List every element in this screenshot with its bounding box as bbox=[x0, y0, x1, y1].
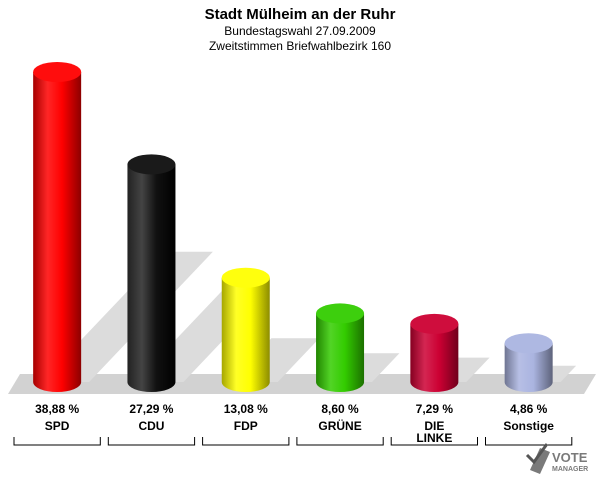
category-label: DIE bbox=[424, 419, 444, 433]
category-label: Sonstige bbox=[503, 419, 554, 433]
vote-manager-logo: VOTE MANAGER bbox=[525, 443, 588, 474]
category-label: SPD bbox=[45, 419, 70, 433]
category-label: GRÜNE bbox=[318, 418, 361, 433]
bar-sonstige bbox=[504, 333, 553, 392]
chart-subtitle-line-1: Bundestagswahl 27.09.2009 bbox=[224, 24, 376, 38]
chart-subtitle-line-2: Zweitstimmen Briefwahlbezirk 160 bbox=[209, 39, 391, 53]
category-label: CDU bbox=[138, 419, 164, 433]
chart-title: Stadt Mülheim an der Ruhr bbox=[205, 6, 396, 23]
bar-grüne bbox=[316, 303, 365, 392]
bar-die-linke bbox=[410, 313, 459, 392]
category-bracket bbox=[485, 437, 573, 446]
value-label: 38,88 % bbox=[35, 402, 79, 416]
value-label: 27,29 % bbox=[129, 402, 173, 416]
category-label: LINKE bbox=[416, 431, 452, 445]
value-label: 4,86 % bbox=[510, 402, 548, 416]
category-bracket bbox=[202, 437, 290, 446]
ballot-check-icon bbox=[525, 443, 550, 474]
value-label: 8,60 % bbox=[321, 402, 359, 416]
value-label: 7,29 % bbox=[416, 402, 454, 416]
category-bracket bbox=[13, 437, 101, 446]
category-bracket bbox=[296, 437, 384, 446]
logo-text-vote: VOTE bbox=[552, 450, 588, 465]
category-bracket bbox=[107, 437, 196, 446]
value-label: 13,08 % bbox=[224, 402, 268, 416]
logo-text-manager: MANAGER bbox=[552, 466, 588, 473]
category-label: FDP bbox=[234, 419, 258, 433]
bar-spd bbox=[33, 62, 82, 392]
category-bracket bbox=[390, 437, 478, 446]
bar-fdp bbox=[221, 267, 270, 392]
bar-cdu bbox=[127, 154, 176, 392]
